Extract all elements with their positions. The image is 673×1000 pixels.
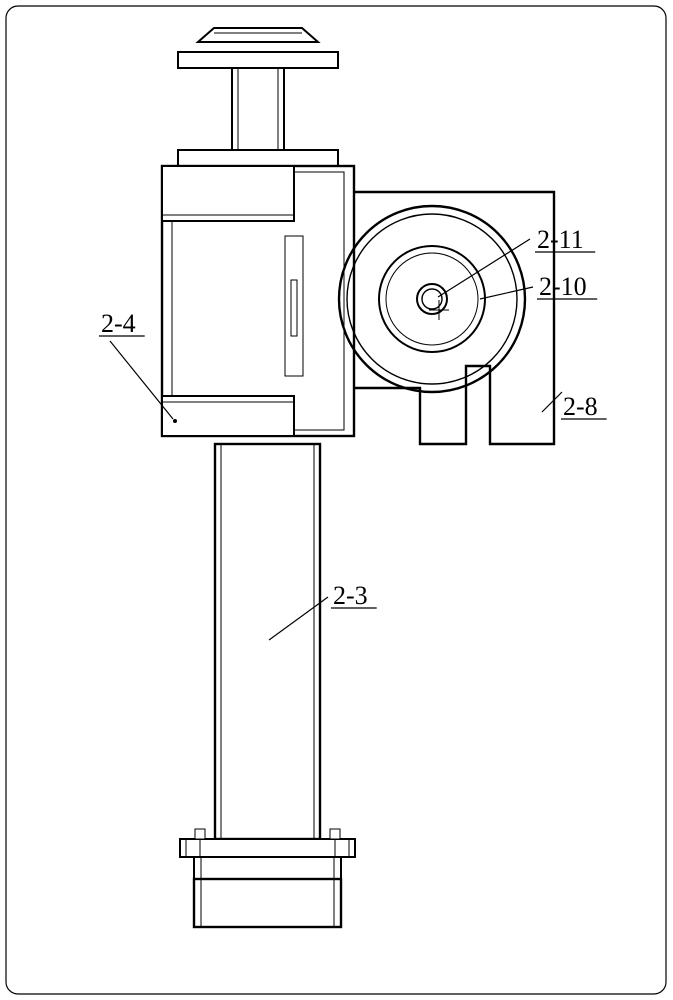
callout-label: 2-8 — [563, 392, 598, 421]
base-flange — [180, 839, 355, 857]
top-flange-upper — [178, 52, 338, 68]
lower-shaft — [215, 444, 320, 839]
base-bolt-head — [195, 829, 205, 839]
vertical-strip — [285, 236, 303, 376]
base-bolt-head — [330, 829, 340, 839]
mechanical-diagram: 2-11 2-10 2-8 2-4 2-3 — [0, 0, 673, 1000]
callout-label: 2-10 — [539, 272, 587, 301]
top-neck — [232, 68, 284, 150]
base-mid — [194, 857, 341, 879]
drawing-group — [162, 28, 554, 927]
top-cap — [198, 28, 318, 42]
callout-label: 2-11 — [537, 225, 584, 254]
callout-label: 2-4 — [101, 309, 136, 338]
leader-dot — [173, 419, 177, 423]
plate-top — [162, 166, 294, 221]
base-block — [194, 879, 341, 927]
callout-label: 2-3 — [333, 581, 368, 610]
top-flange-lower — [178, 150, 338, 166]
